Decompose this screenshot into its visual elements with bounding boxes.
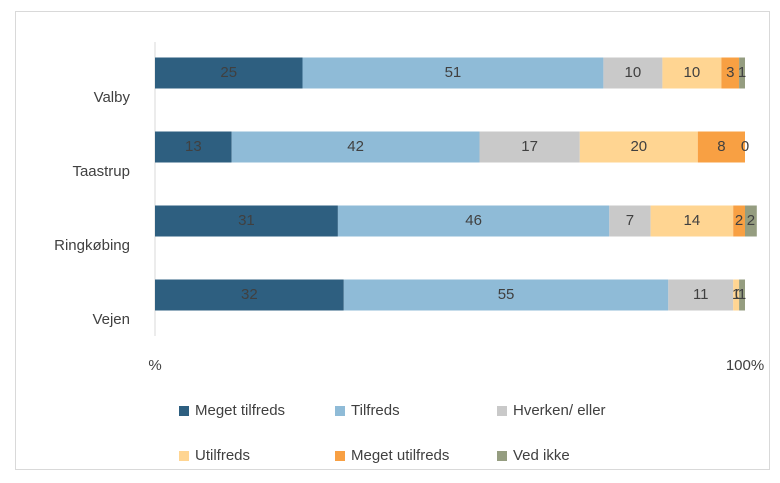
bar-segment <box>668 279 734 311</box>
bar-segment <box>302 57 604 89</box>
y-tick-label: Taastrup <box>72 163 130 180</box>
data-label: 46 <box>465 212 482 229</box>
data-label: 2 <box>747 212 755 229</box>
data-label: 25 <box>220 64 237 81</box>
x-tick-label: % <box>148 357 161 374</box>
legend-swatch <box>335 451 345 461</box>
data-label: 13 <box>185 138 202 155</box>
legend-swatch <box>179 406 189 416</box>
data-label: 32 <box>241 286 258 303</box>
bar-segment <box>733 205 745 237</box>
bar-segment <box>662 57 722 89</box>
bar-segment <box>579 131 698 163</box>
bar-segment <box>739 57 745 89</box>
bar-segment <box>733 279 740 311</box>
bar-segment <box>155 57 303 89</box>
legend-swatch <box>497 451 507 461</box>
bar-segment <box>155 279 344 311</box>
y-tick-label: Vejen <box>92 311 130 328</box>
bar-segment <box>697 131 745 163</box>
data-label: 17 <box>521 138 538 155</box>
data-label: 31 <box>238 212 255 229</box>
bar-segment <box>337 205 610 237</box>
bar-segment <box>479 131 580 163</box>
legend-label: Utilfreds <box>195 447 250 464</box>
bar-segment <box>155 131 232 163</box>
bar-segment <box>739 279 745 311</box>
legend-label: Hverken/ eller <box>513 402 606 419</box>
data-label: 8 <box>717 138 725 155</box>
legend-swatch <box>497 406 507 416</box>
data-label: 7 <box>626 212 634 229</box>
legend-label: Ved ikke <box>513 447 570 464</box>
bar-segment <box>721 57 740 89</box>
legend-label: Tilfreds <box>351 402 400 419</box>
y-tick-label: Ringkøbing <box>54 237 130 254</box>
data-label: 11 <box>693 286 709 303</box>
bar-segment <box>155 205 338 237</box>
data-label: 14 <box>684 212 701 229</box>
data-label: 55 <box>498 286 515 303</box>
bar-segment <box>343 279 669 311</box>
data-label: 51 <box>445 64 462 81</box>
data-label: 42 <box>347 138 364 155</box>
data-label: 20 <box>630 138 647 155</box>
legend-swatch <box>335 406 345 416</box>
legend-swatch <box>179 451 189 461</box>
data-label: 10 <box>684 64 701 81</box>
data-label: 10 <box>625 64 642 81</box>
data-label: 2 <box>735 212 743 229</box>
data-label: 3 <box>726 64 734 81</box>
bar-segment <box>745 205 757 237</box>
data-label: 0 <box>741 138 749 155</box>
data-label: 1 <box>738 64 746 81</box>
bar-segment <box>650 205 734 237</box>
bar-segment <box>231 131 480 163</box>
bar-segment <box>609 205 651 237</box>
x-tick-label: 100% <box>726 357 764 374</box>
bar-segment <box>603 57 663 89</box>
legend-label: Meget tilfreds <box>195 402 285 419</box>
data-label: 1 <box>738 286 746 303</box>
data-label: 1 <box>732 286 740 303</box>
legend-label: Meget utilfreds <box>351 447 449 464</box>
y-tick-label: Valby <box>94 89 131 106</box>
